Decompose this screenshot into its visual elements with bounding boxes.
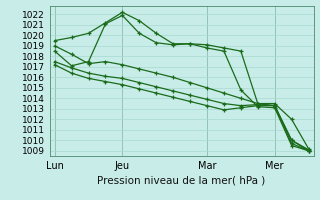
X-axis label: Pression niveau de la mer( hPa ): Pression niveau de la mer( hPa ): [98, 175, 266, 185]
